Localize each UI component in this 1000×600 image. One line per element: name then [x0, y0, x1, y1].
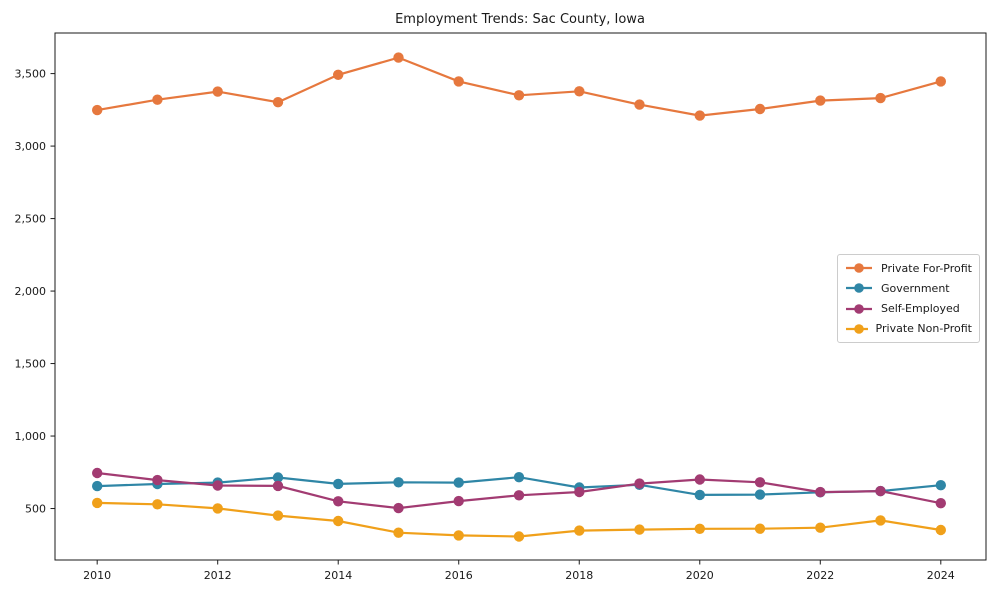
data-point-marker — [875, 515, 886, 526]
data-point-marker — [935, 498, 946, 509]
data-point-marker — [694, 110, 705, 121]
legend-label: Private For-Profit — [881, 261, 972, 275]
data-point-marker — [694, 523, 705, 534]
y-axis-tick-label: 1,000 — [15, 430, 47, 443]
data-point-marker — [935, 76, 946, 87]
data-point-marker — [152, 474, 163, 486]
data-point-marker — [574, 486, 585, 498]
data-point-marker — [513, 531, 525, 542]
data-point-marker — [935, 524, 946, 536]
data-point-marker — [212, 480, 223, 491]
series-line — [97, 56, 942, 117]
legend-marker-icon — [846, 303, 872, 314]
legend-item-private-for-profit: Private For-Profit — [845, 262, 972, 275]
legend-label: Self-Employed — [881, 302, 960, 316]
data-point-marker — [754, 477, 766, 488]
data-point-marker — [92, 467, 103, 479]
x-axis-tick-label: 2020 — [686, 569, 714, 582]
data-point-marker — [574, 525, 585, 536]
chart-legend: Private For-Profit Government Self-Employe… — [837, 254, 980, 343]
data-point-marker — [92, 480, 103, 492]
data-point-marker — [634, 99, 645, 110]
legend-label: Private Non-Profit — [875, 322, 972, 336]
data-point-marker — [393, 527, 404, 538]
y-axis-tick-label: 2,500 — [15, 212, 47, 225]
data-point-marker — [272, 480, 284, 492]
data-point-marker — [152, 499, 163, 510]
data-point-marker — [212, 86, 223, 97]
legend-item-government: Government — [845, 282, 972, 295]
data-point-marker — [513, 490, 525, 501]
data-point-marker — [875, 92, 886, 104]
legend-marker-icon — [846, 263, 872, 273]
data-point-marker — [935, 480, 946, 491]
series-private-for-profit — [92, 52, 946, 121]
series-self-employed — [92, 467, 946, 514]
data-point-marker — [815, 95, 826, 106]
data-point-marker — [875, 485, 886, 497]
data-point-marker — [272, 510, 284, 521]
data-point-marker — [453, 530, 464, 541]
series-private-non-profit — [92, 497, 946, 542]
x-axis-tick-label: 2012 — [204, 569, 232, 582]
data-point-marker — [333, 496, 344, 507]
legend-item-self-employed: Self-Employed — [845, 302, 972, 315]
data-point-marker — [513, 90, 525, 101]
data-point-marker — [634, 478, 645, 489]
data-point-marker — [92, 497, 103, 509]
data-point-marker — [754, 103, 766, 115]
data-point-marker — [574, 86, 585, 97]
legend-marker-icon — [846, 324, 868, 334]
data-point-marker — [333, 478, 344, 490]
y-axis-tick-label: 3,000 — [15, 140, 47, 153]
y-axis-tick-label: 1,500 — [15, 357, 47, 370]
data-point-marker — [815, 522, 826, 533]
data-point-marker — [393, 52, 404, 63]
data-point-marker — [694, 489, 705, 501]
data-point-marker — [694, 474, 705, 485]
data-point-marker — [453, 477, 464, 488]
data-point-marker — [212, 503, 223, 514]
data-point-marker — [272, 472, 284, 483]
x-axis-tick-label: 2022 — [806, 569, 834, 582]
data-point-marker — [393, 502, 404, 514]
data-point-marker — [333, 69, 344, 81]
data-point-marker — [634, 524, 645, 535]
y-axis-tick-label: 2,000 — [15, 285, 47, 298]
legend-marker-icon — [846, 283, 872, 294]
data-point-marker — [453, 76, 464, 87]
y-axis-tick-label: 3,500 — [15, 67, 47, 80]
data-point-marker — [754, 523, 766, 534]
data-point-marker — [393, 477, 404, 488]
data-point-marker — [333, 515, 344, 527]
legend-label: Government — [881, 281, 950, 295]
data-point-marker — [815, 486, 826, 498]
data-point-marker — [453, 495, 464, 507]
data-point-marker — [92, 104, 103, 116]
y-axis-tick-label: 500 — [25, 502, 46, 515]
legend-item-private-non-profit: Private Non-Profit — [845, 322, 972, 335]
x-axis-tick-label: 2014 — [324, 569, 352, 582]
data-point-marker — [152, 94, 163, 105]
data-point-marker — [754, 489, 766, 500]
plot-border — [54, 32, 987, 561]
data-point-marker — [272, 97, 284, 108]
x-axis-tick-label: 2018 — [565, 569, 593, 582]
chart-title: Employment Trends: Sac County, Iowa — [395, 12, 645, 27]
x-axis-tick-label: 2024 — [927, 569, 955, 582]
x-axis-tick-label: 2016 — [445, 569, 473, 582]
x-axis-tick-label: 2010 — [83, 569, 111, 582]
data-point-marker — [513, 472, 525, 483]
